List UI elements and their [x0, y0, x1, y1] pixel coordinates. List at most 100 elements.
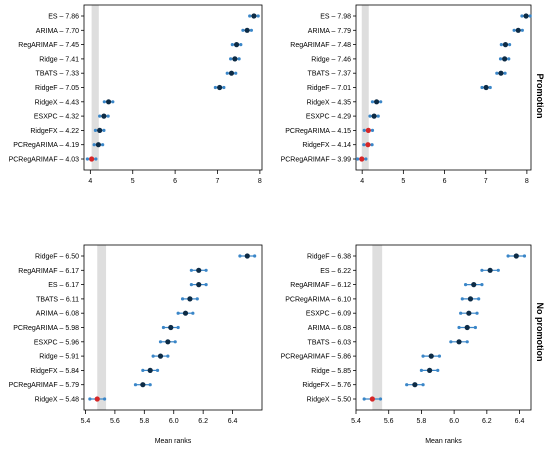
y-tick-label: RegARIMAF – 7.45: [18, 42, 79, 49]
y-tick-label: PCRegARIMA – 4.19: [13, 142, 79, 149]
mean-rank-point: [371, 113, 377, 119]
mean-rank-point: [369, 396, 375, 402]
y-tick-label: RidgeF – 6.50: [35, 254, 79, 261]
y-tick-label: RidgeF – 6.38: [307, 254, 351, 261]
mean-rank-point: [217, 84, 223, 91]
ci-end: [362, 397, 366, 401]
ci-end: [166, 354, 170, 358]
ci-end: [94, 157, 98, 161]
y-tick-label: TBATS – 6.03: [308, 339, 352, 346]
mean-rank-point: [101, 113, 107, 119]
plot-frame: [355, 244, 532, 411]
mean-rank-point: [428, 353, 434, 359]
ci-end: [473, 325, 477, 330]
y-tick-label: RegARIMAF – 6.17: [18, 268, 79, 275]
mean-rank-point: [426, 367, 433, 373]
reference-band: [97, 245, 107, 410]
y-tick-label: ES – 6.22: [320, 268, 351, 275]
ci-end: [480, 268, 484, 272]
ci-end: [370, 100, 375, 104]
y-tick-label: ESXPC – 5.96: [34, 339, 79, 346]
mean-rank-point: [502, 42, 509, 48]
mean-rank-point: [89, 156, 95, 162]
y-tick-label: ES – 7.98: [320, 14, 351, 21]
ci-end: [239, 43, 243, 47]
x-tick-label: 6.2: [198, 418, 208, 425]
x-tick-label: 6.0: [449, 418, 459, 425]
mean-rank-point: [359, 156, 365, 162]
panel-bottom-right: 5.4 5.6 5.8 6.0 6.2 6.4 Mean ranks RidgeF – 6.3…: [281, 244, 532, 445]
ci-end: [249, 28, 254, 32]
x-tick-label: 8: [258, 178, 262, 185]
y-tick-label: TBATS – 6.11: [36, 296, 79, 303]
ci-end: [241, 28, 245, 32]
ci-end: [230, 43, 234, 47]
reference-band: [361, 5, 369, 170]
mean-rank-point: [228, 70, 235, 76]
row-label-promotion: Promotion: [535, 74, 545, 119]
y-tick-label: RegARIMAF – 7.48: [290, 42, 351, 49]
mean-rank-point: [466, 310, 472, 316]
y-tick-label: RidgeFX – 5.76: [302, 382, 351, 389]
x-tick-label: 6.4: [515, 418, 525, 425]
x-axis-label: Mean ranks: [425, 438, 462, 445]
ci-end: [520, 14, 524, 18]
y-tick-label: ES – 7.86: [48, 14, 79, 21]
ci-end: [378, 397, 383, 401]
ci-end: [512, 28, 516, 32]
mean-rank-point: [483, 84, 489, 91]
ci-end: [506, 254, 510, 258]
mean-rank-point: [140, 382, 146, 388]
ci-end: [507, 57, 511, 61]
mean-rank-point: [165, 339, 171, 345]
y-tick-label: PCRegARIMAF – 4.03: [9, 157, 80, 164]
ci-end: [238, 254, 242, 258]
y-tick-label: PCRegARIMA – 5.98: [13, 325, 79, 332]
ci-end: [102, 100, 106, 104]
x-tick-label: 5: [401, 178, 405, 185]
x-tick-label: 4: [360, 178, 364, 185]
x-tick-label: 5.6: [384, 418, 394, 425]
y-tick-label: PCRegARIMAF – 3.99: [281, 157, 352, 164]
ci-end: [457, 325, 461, 330]
ci-end: [176, 311, 180, 315]
ci-end: [133, 383, 138, 387]
y-tick-label: Ridge – 7.46: [311, 56, 351, 63]
ci-end: [93, 128, 98, 132]
mean-rank-point: [471, 282, 477, 288]
ci-end: [195, 297, 199, 301]
mean-rank-point: [467, 296, 474, 302]
ci-end: [368, 114, 372, 118]
x-axis-label: Mean ranks: [155, 438, 192, 445]
mean-rank-point: [515, 27, 521, 33]
y-tick-label: ARIMA – 7.79: [308, 28, 351, 35]
mean-rank-point: [157, 353, 164, 359]
ci-end: [370, 143, 374, 147]
y-tick-label: RidgeX – 5.50: [307, 397, 351, 404]
y-tick-label: RidgeX – 4.43: [35, 99, 79, 106]
ci-end: [379, 100, 383, 104]
x-tick-label: 6: [443, 178, 447, 185]
ci-end: [229, 57, 233, 61]
ci-end: [499, 43, 503, 47]
y-tick-label: RidgeFX – 4.22: [30, 128, 79, 135]
ci-end: [180, 297, 185, 301]
mean-rank-point: [412, 382, 418, 388]
mean-rank-point: [464, 324, 470, 331]
ci-end: [376, 114, 380, 118]
mean-rank-point: [513, 253, 519, 259]
ci-end: [102, 128, 106, 132]
ci-end: [421, 354, 425, 358]
x-tick-label: 4: [88, 178, 92, 185]
ci-end: [498, 57, 503, 61]
x-tick-label: 5.8: [417, 418, 427, 425]
ci-end: [92, 143, 96, 147]
mean-rank-point: [502, 56, 508, 62]
ci-end: [173, 340, 177, 344]
mean-rank-point: [244, 27, 250, 33]
ci-end: [460, 297, 464, 301]
ci-end: [356, 157, 360, 161]
x-tick-label: 7: [216, 178, 220, 185]
ci-end: [158, 340, 163, 344]
